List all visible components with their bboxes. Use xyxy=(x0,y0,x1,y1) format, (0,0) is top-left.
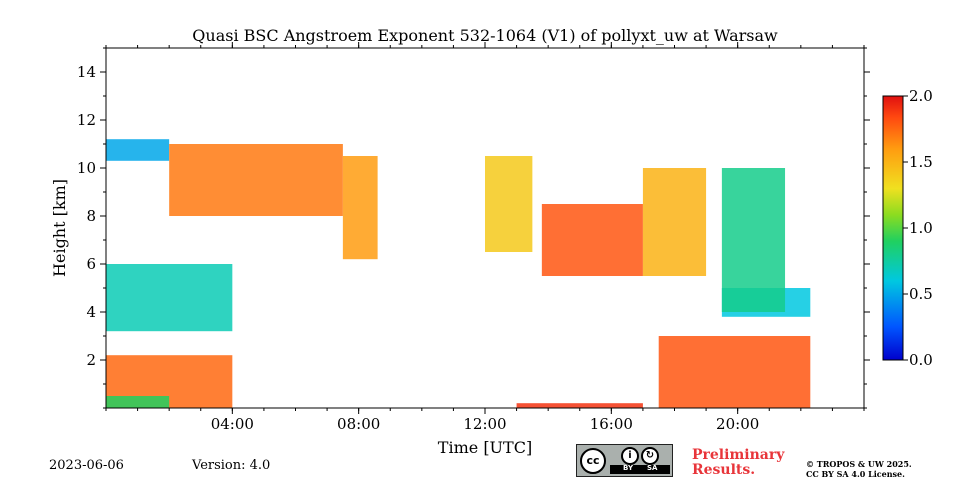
x-axis: 04:00 08:00 12:00 16:00 20:00 xyxy=(105,42,865,433)
colorbar-tick-label: 0.5 xyxy=(909,285,933,303)
chart-title: Quasi BSC Angstroem Exponent 532-1064 (V… xyxy=(192,26,778,45)
region-cirrus-afternoon xyxy=(541,204,643,276)
colorbar-tick-label: 0.0 xyxy=(909,351,933,369)
measurement-date: 2023-06-06 xyxy=(49,458,124,473)
cc-sa-label: SA xyxy=(647,464,658,472)
cc-icon: cc xyxy=(580,448,606,474)
region-low-aerosol-noon xyxy=(516,403,643,408)
colorbar xyxy=(882,95,904,361)
x-tick-label: 16:00 xyxy=(590,415,633,433)
attribution-icon: i xyxy=(621,447,639,465)
region-cirrus-plume-1 xyxy=(169,144,343,216)
region-boundary-layer-evening xyxy=(658,336,811,408)
y-tick-label: 6 xyxy=(86,255,96,273)
share-alike-icon: ↻ xyxy=(641,447,659,465)
preliminary-line-1: Preliminary xyxy=(692,447,785,463)
y-tick-label: 4 xyxy=(86,303,96,321)
y-tick-label: 12 xyxy=(77,111,96,129)
copyright-line-2: CC BY SA 4.0 License. xyxy=(806,469,905,479)
x-axis-label: Time [UTC] xyxy=(438,438,532,457)
colorbar-ticks: 0.0 0.5 1.0 1.5 2.0 xyxy=(903,87,933,369)
region-cirrus-evening xyxy=(642,168,707,276)
cc-by-label: BY xyxy=(623,464,634,472)
y-tick-label: 14 xyxy=(77,63,96,81)
colorbar-tick-label: 1.5 xyxy=(909,153,933,171)
y-tick-label: 10 xyxy=(77,159,96,177)
region-lofted-layer-night xyxy=(106,264,233,332)
x-tick-label: 20:00 xyxy=(716,415,759,433)
heatmap-area xyxy=(106,139,811,408)
region-cirrus-plume-2 xyxy=(342,156,378,260)
y-axis: 2 4 6 8 10 12 14 xyxy=(77,47,870,409)
region-cirrus-noon xyxy=(485,156,533,252)
x-tick-label: 04:00 xyxy=(211,415,254,433)
region-cirrus-early xyxy=(106,139,170,161)
y-axis-label: Height [km] xyxy=(50,179,69,277)
cc-license-badge: cc i ↻ BY SA xyxy=(576,444,673,477)
colorbar-tick-label: 2.0 xyxy=(909,87,933,105)
version-label: Version: 4.0 xyxy=(192,458,271,473)
copyright-note: © TROPOS & UW 2025. CC BY SA 4.0 License… xyxy=(806,459,912,479)
copyright-line-1: © TROPOS & UW 2025. xyxy=(806,459,912,469)
preliminary-line-2: Results. xyxy=(692,462,756,478)
preliminary-note: Preliminary Results. xyxy=(692,448,784,478)
y-tick-label: 2 xyxy=(86,351,96,369)
x-tick-label: 08:00 xyxy=(337,415,380,433)
colorbar-tick-label: 1.0 xyxy=(909,219,933,237)
region-boundary-layer-night-base xyxy=(106,396,170,408)
cc-strip: BY SA xyxy=(610,464,670,474)
region-cirrus-late xyxy=(721,168,786,312)
x-tick-label: 12:00 xyxy=(463,415,506,433)
y-tick-label: 8 xyxy=(86,207,96,225)
